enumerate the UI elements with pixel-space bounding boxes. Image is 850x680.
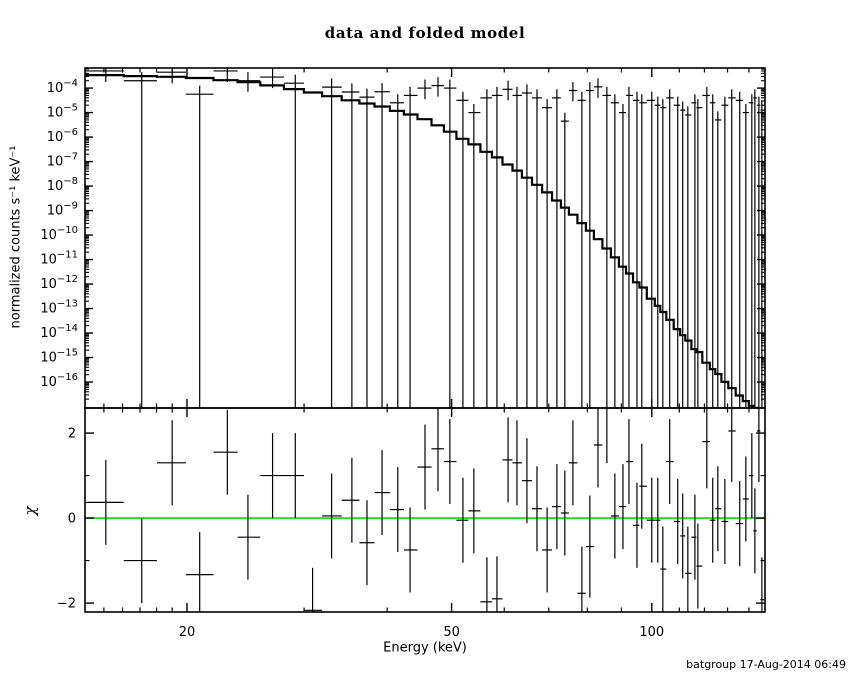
residual-errorbars — [85, 408, 765, 612]
panel-frames — [84, 67, 766, 613]
y-axis-label-top: normalized counts s⁻¹ keV⁻¹ — [8, 145, 24, 329]
x-axis-label: Energy (keV) — [383, 640, 467, 656]
y-axis-label-chi: χ — [21, 506, 39, 516]
y-tick-label: 10−5 — [47, 103, 78, 121]
y-tick-label: 10−4 — [47, 78, 78, 96]
timestamp: batgroup 17-Aug-2014 06:49 — [686, 658, 846, 671]
chi-tick-label: 0 — [68, 512, 76, 527]
y-tick-label: 10−11 — [40, 250, 78, 268]
y-tick-label: 10−14 — [40, 323, 78, 341]
y-tick-label: 10−13 — [40, 299, 78, 317]
x-tick-label: 20 — [179, 625, 196, 640]
y-tick-label: 10−6 — [47, 127, 78, 145]
y-tick-label: 10−9 — [47, 201, 78, 219]
bottom-panel — [85, 408, 765, 612]
bottom-panel-frame — [84, 407, 766, 613]
x-tick-label: 100 — [639, 625, 664, 640]
top-panel — [85, 68, 765, 408]
chi-tick-label: −2 — [57, 597, 76, 612]
axis-tick-labels: 10−4 10−5 10−6 10−7 10−8 10−9 10−10 10−11 10−12 1… — [40, 78, 664, 640]
folded-model-step-line — [85, 74, 758, 408]
y-tick-label: 10−15 — [40, 348, 78, 366]
chi-tick-label: 2 — [68, 427, 76, 442]
y-tick-label: 10−7 — [47, 152, 78, 170]
plot-title: data and folded model — [324, 24, 526, 42]
y-tick-label: 10−10 — [40, 225, 78, 243]
y-tick-label: 10−16 — [40, 372, 78, 390]
x-tick-label: 50 — [443, 625, 460, 640]
axis-ticks — [85, 68, 765, 612]
data-point-errorbars — [85, 68, 765, 408]
y-tick-label: 10−12 — [40, 274, 78, 292]
y-tick-label: 10−8 — [47, 176, 78, 194]
